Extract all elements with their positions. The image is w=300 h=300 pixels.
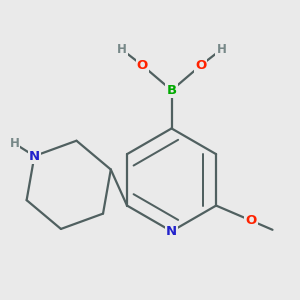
- Text: H: H: [117, 43, 127, 56]
- Text: N: N: [166, 225, 177, 238]
- Text: O: O: [137, 59, 148, 72]
- Text: B: B: [167, 84, 177, 97]
- Text: H: H: [10, 137, 20, 150]
- Text: O: O: [195, 59, 206, 72]
- Text: O: O: [245, 214, 256, 227]
- Text: N: N: [29, 149, 40, 163]
- Text: H: H: [216, 43, 226, 56]
